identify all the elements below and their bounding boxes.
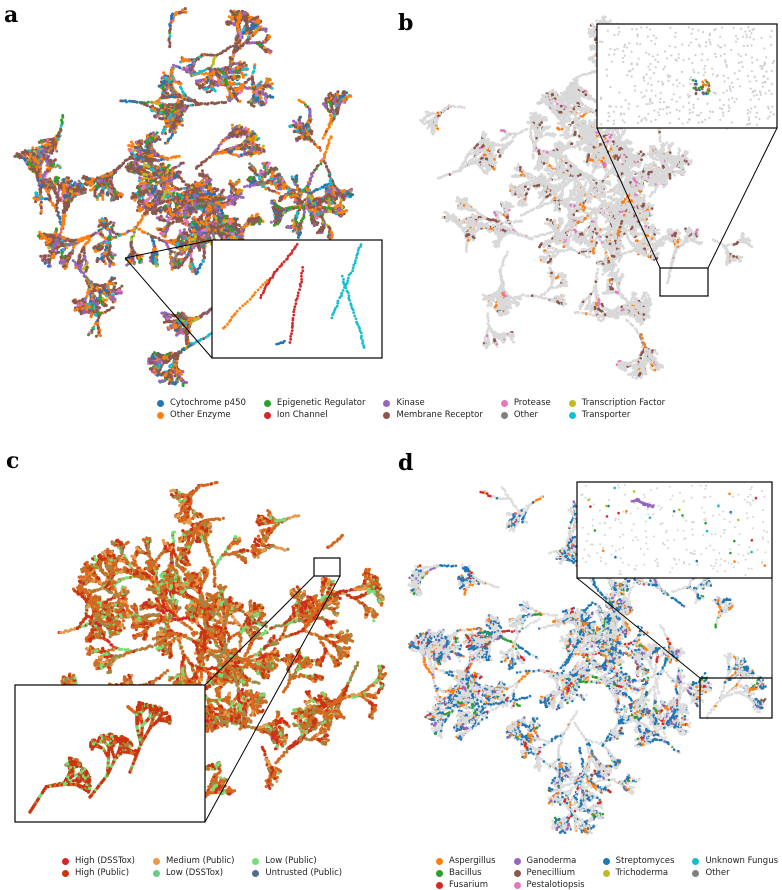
legend-d-label: Bacillus <box>449 868 482 878</box>
legend-d-label: Trichoderma <box>616 868 669 878</box>
tmap-b <box>392 0 782 392</box>
legend-c-label: Untrusted (Public) <box>265 868 342 878</box>
legend-top-item: Other Enzyme <box>157 410 246 420</box>
legend-d-swatch <box>603 858 610 865</box>
legend-top-item: Cytochrome p450 <box>157 398 246 408</box>
legend-c-label: Low (DSSTox) <box>166 868 223 878</box>
legend-c-label: Medium (Public) <box>166 856 234 866</box>
legend-d-item: Penecillium <box>514 868 585 878</box>
panel-d-letter: d <box>398 450 413 476</box>
legend-d-item: Pestalotiopsis <box>514 880 585 890</box>
panel-b-letter: b <box>398 10 413 36</box>
legend-top-swatch <box>569 400 576 407</box>
legend-top-swatch <box>501 412 508 419</box>
legend-d-swatch <box>692 870 699 877</box>
legend-top-swatch <box>383 400 390 407</box>
panel-c-letter: c <box>6 448 19 474</box>
legend-c-label: Low (Public) <box>265 856 316 866</box>
legend-d-item: Ganoderma <box>514 856 585 866</box>
legend-c-swatch <box>252 870 259 877</box>
legend-top-swatch <box>264 412 271 419</box>
tmap-d <box>392 442 782 850</box>
legend-c-swatch <box>153 858 160 865</box>
panel-c: c <box>0 442 392 850</box>
legend-top-item: Epigenetic Regulator <box>264 398 366 408</box>
legend-top-item: Protease <box>501 398 551 408</box>
legend-c-label: High (DSSTox) <box>75 856 135 866</box>
legend-top-label: Kinase <box>396 398 424 408</box>
legend-c-swatch <box>252 858 259 865</box>
legend-c-item: High (Public) <box>62 868 135 878</box>
legend-d-item: Unknown Fungus <box>692 856 778 866</box>
legend-d-label: Unknown Fungus <box>705 856 778 866</box>
panel-a: a <box>0 0 392 392</box>
legend-d-item: Streptomyces <box>603 856 675 866</box>
legend-c-item: Untrusted (Public) <box>252 868 342 878</box>
legend-d-item: Trichoderma <box>603 868 675 878</box>
panel-b: b <box>392 0 782 392</box>
legend-top-item: Ion Channel <box>264 410 366 420</box>
zoom-line-b2 <box>708 128 777 268</box>
legend-top-item: Transcription Factor <box>569 398 665 408</box>
legend-d-swatch <box>436 870 443 877</box>
legend-c-swatch <box>153 870 160 877</box>
legend-d-label: Fusarium <box>449 880 488 890</box>
legend-top-label: Other Enzyme <box>170 410 231 420</box>
legend-d-swatch <box>514 870 521 877</box>
legend-c-item: Low (Public) <box>252 856 342 866</box>
legend-top-swatch <box>569 412 576 419</box>
legend-d-swatch <box>514 882 521 889</box>
panel-a-letter: a <box>4 2 18 28</box>
legend-c-item: Medium (Public) <box>153 856 234 866</box>
legend-top-label: Protease <box>514 398 551 408</box>
legend-top-item: Kinase <box>383 398 482 408</box>
tmap-a <box>0 0 392 392</box>
inset-c <box>15 685 205 822</box>
legend-top-label: Ion Channel <box>277 410 328 420</box>
legend-d-item: Fusarium <box>436 880 496 890</box>
legend-c-label: High (Public) <box>75 868 129 878</box>
legend-d-label: Pestalotiopsis <box>527 880 585 890</box>
legend-top-swatch <box>157 412 164 419</box>
legend-c-item: Low (DSSTox) <box>153 868 234 878</box>
legend-top-label: Membrane Receptor <box>396 410 482 420</box>
legend-d-item: Aspergillus <box>436 856 496 866</box>
legend-d-item: Bacillus <box>436 868 496 878</box>
legend-top-swatch <box>383 412 390 419</box>
legend-top-swatch <box>157 400 164 407</box>
tmap-c <box>0 442 392 850</box>
legend-top-label: Cytochrome p450 <box>170 398 246 408</box>
legend-d-label: Aspergillus <box>449 856 496 866</box>
legend-reliability: High (DSSTox) Medium (Public) Low (Public)… <box>62 856 342 878</box>
legend-d-swatch <box>692 858 699 865</box>
legend-d-swatch <box>436 882 443 889</box>
zoom-box-c <box>314 558 340 576</box>
panel-d: d <box>392 442 782 850</box>
legend-d-label: Streptomyces <box>616 856 675 866</box>
legend-top-item: Membrane Receptor <box>383 410 482 420</box>
legend-top-item: Transporter <box>569 410 665 420</box>
legend-d-swatch <box>514 858 521 865</box>
legend-top-label: Other <box>514 410 538 420</box>
legend-top-label: Transcription Factor <box>582 398 665 408</box>
legend-d-swatch <box>436 858 443 865</box>
legend-c-item: High (DSSTox) <box>62 856 135 866</box>
legend-top-swatch <box>264 400 271 407</box>
legend-d-label: Other <box>705 868 729 878</box>
legend-organisms: Aspergillus Ganoderma Streptomyces Unknown … <box>436 856 778 890</box>
legend-top-label: Transporter <box>582 410 631 420</box>
legend-c-swatch <box>62 870 69 877</box>
legend-d-item: Other <box>692 868 778 878</box>
legend-top-label: Epigenetic Regulator <box>277 398 366 408</box>
legend-d-label: Ganoderma <box>527 856 577 866</box>
legend-top-swatch <box>501 400 508 407</box>
legend-d-swatch <box>603 870 610 877</box>
legend-targets: Cytochrome p450 Epigenetic Regulator Kinas… <box>157 398 665 420</box>
legend-c-swatch <box>62 858 69 865</box>
legend-d-label: Penecillium <box>527 868 575 878</box>
legend-top-item: Other <box>501 410 551 420</box>
